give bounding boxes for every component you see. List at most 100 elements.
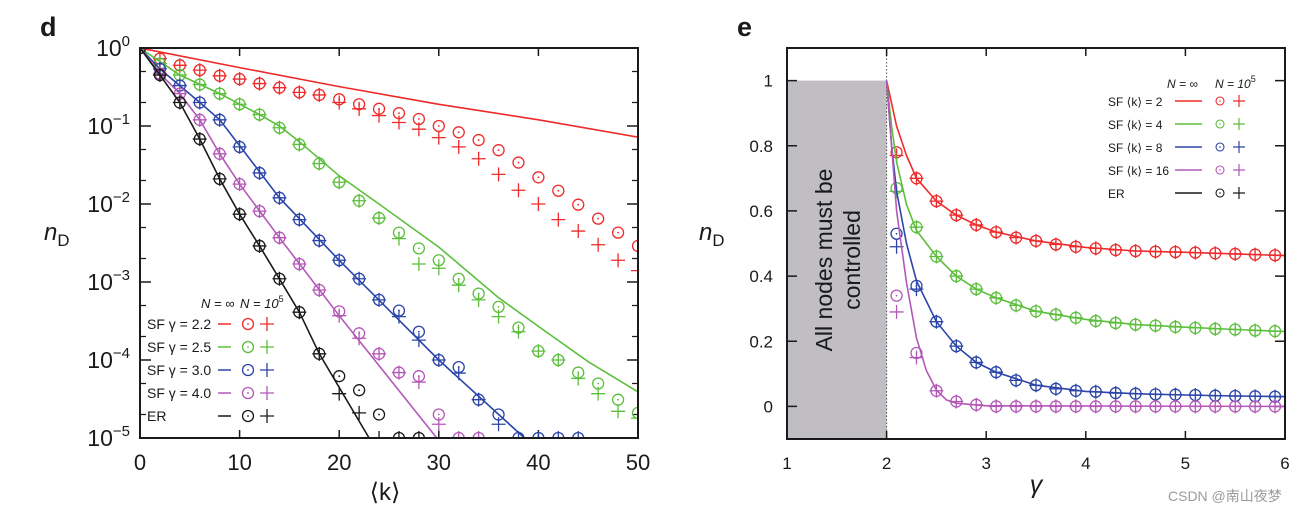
simulation-plus-point (989, 290, 1004, 305)
shaded-region (787, 80, 887, 439)
y-tick-base: 10 (87, 347, 113, 373)
legend-item: ER (1108, 187, 1245, 201)
series-5 (140, 48, 426, 439)
simulation-plus-point (949, 208, 964, 223)
legend-circle-dot (1219, 123, 1221, 125)
legend-circle-swatch (241, 340, 255, 354)
simulation-plus-point (929, 249, 944, 264)
simulation-plus-point (631, 411, 638, 426)
simulation-plus-point (411, 122, 426, 137)
legend-label: SF ⟨k⟩ = 16 (1108, 164, 1169, 178)
simulation-plus-point (1029, 304, 1043, 319)
y-axis-label-sub: D (57, 231, 69, 250)
simulation-circle-point (472, 133, 485, 147)
panel-e: e All nodes must be controlled 1 2 3 4 5 6 0 0.2 0.… (699, 12, 1290, 499)
watermark: CSDN @南山夜梦 (1168, 488, 1282, 504)
y-axis-label-main: n (699, 219, 712, 246)
simulation-plus-point (949, 394, 964, 409)
circle-marker (452, 126, 465, 139)
legend-label: ER (1108, 187, 1125, 201)
circle-dot (247, 369, 249, 371)
simulation-plus-point (252, 204, 267, 219)
simulation-plus-point (1108, 386, 1123, 401)
simulation-plus-point (252, 165, 267, 180)
simulation-plus-point (232, 72, 247, 87)
simulation-plus-point (1248, 399, 1263, 414)
simulation-plus-point (312, 233, 327, 248)
simulation-plus-point (1088, 384, 1103, 399)
simulation-plus-point (1248, 247, 1263, 262)
circle-marker (890, 289, 903, 302)
circle-marker (352, 384, 366, 397)
simulation-plus-point (969, 217, 984, 232)
simulation-plus-point (1208, 246, 1223, 261)
legend-item: SF ⟨k⟩ = 4 (1108, 118, 1245, 132)
simulation-plus-point (591, 386, 606, 401)
simulation-plus-point (352, 193, 367, 208)
simulation-plus-point (411, 333, 426, 348)
circle-marker (890, 227, 903, 240)
simulation-plus-point (1068, 310, 1083, 325)
simulation-plus-point (471, 151, 486, 166)
x-tick-label: 1 (782, 454, 791, 473)
circle-marker (631, 239, 638, 253)
circle-dot (247, 346, 249, 348)
circle-marker (572, 198, 585, 211)
simulation-plus-point (152, 68, 167, 83)
simulation-plus-point (212, 146, 227, 161)
circle-marker (241, 409, 255, 423)
series-1 (140, 48, 638, 278)
simulation-plus-point (252, 107, 267, 122)
circle-dot (617, 231, 619, 234)
circle-marker (241, 386, 255, 400)
simulation-plus-point (212, 171, 227, 186)
simulation-plus-point (192, 112, 207, 127)
simulation-plus-point (292, 137, 307, 152)
simulation-plus-point (1048, 399, 1063, 414)
legend-label: SF γ = 3.0 (147, 362, 211, 378)
simulation-plus-point (292, 305, 307, 320)
simulation-plus-point (889, 304, 904, 319)
circle-marker (611, 226, 625, 239)
circle-dot (247, 392, 249, 394)
simulation-plus-point (1068, 383, 1083, 398)
simulation-plus-point (451, 366, 466, 381)
simulation-circle-point (572, 198, 585, 211)
y-tick-exponent: −1 (113, 111, 130, 128)
shaded-region-text-line: All nodes must be (811, 169, 837, 352)
simulation-circle-point (890, 289, 903, 302)
circle-dot (338, 375, 341, 378)
simulation-plus-point (471, 292, 486, 307)
legend-label: SF γ = 2.5 (147, 339, 211, 355)
simulation-plus-point (1048, 307, 1063, 322)
simulation-plus-point (1188, 245, 1203, 260)
simulation-plus-point (431, 261, 446, 276)
x-tick-label: 6 (1280, 454, 1289, 473)
circle-dot (457, 131, 460, 134)
simulation-plus-point (1128, 243, 1143, 258)
simulation-plus-point (1108, 316, 1123, 331)
panel-label: d (40, 12, 57, 42)
simulation-circle-point (890, 227, 903, 240)
simulation-plus-point (1108, 399, 1123, 414)
circle-dot (437, 259, 440, 262)
simulation-circle-point (452, 126, 465, 139)
circle-marker (592, 212, 605, 225)
simulation-plus-point (1168, 399, 1183, 414)
simulation-plus-point (909, 220, 924, 235)
simulation-plus-point (511, 183, 526, 198)
legend-label: SF γ = 4.0 (147, 385, 211, 401)
simulation-plus-point (1128, 386, 1143, 401)
simulation-plus-point (949, 269, 964, 284)
simulation-plus-point (272, 271, 287, 286)
simulation-plus-point (411, 375, 426, 390)
legend-item: ER (147, 408, 274, 424)
simulation-plus-point (232, 97, 247, 112)
simulation-plus-point (511, 324, 526, 339)
simulation-plus-point (1108, 243, 1123, 258)
simulation-plus-point (212, 68, 227, 83)
legend-header-finite: N = 105 (240, 294, 284, 311)
legend-item: SF γ = 2.5 (147, 339, 274, 355)
legend-plus-swatch (1233, 141, 1245, 153)
